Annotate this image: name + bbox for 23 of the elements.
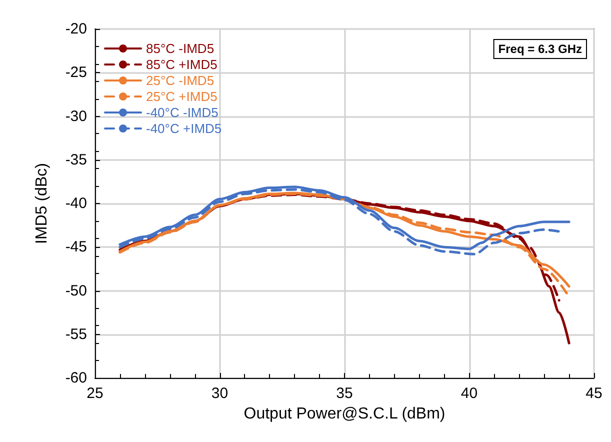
y-tick-label: -25 (65, 64, 87, 82)
x-tick-label: 45 (586, 385, 602, 402)
x-axis-title: Output Power@S.C.L (dBm) (244, 406, 446, 422)
y-tick-label: -30 (65, 108, 87, 125)
x-tick-label: 40 (460, 385, 478, 402)
annotation: Freq = 6.3 GHz (498, 42, 582, 56)
legend-label: 25°C +IMD5 (146, 89, 218, 104)
y-axis-title: IMD5 (dBc) (34, 163, 50, 244)
y-tick-label: -20 (65, 20, 87, 38)
legend-label: 85°C -IMD5 (146, 41, 214, 56)
y-tick-label: -45 (65, 238, 87, 256)
x-tick-label: 25 (86, 385, 104, 402)
y-tick-label: -35 (65, 151, 87, 168)
legend-label: 25°C -IMD5 (146, 73, 214, 88)
y-tick-label: -40 (65, 195, 87, 212)
y-tick-label: -60 (65, 370, 87, 386)
x-tick-label: 30 (211, 385, 228, 402)
y-tick-label: -55 (65, 326, 87, 343)
x-tick-label: 35 (336, 385, 353, 402)
legend-label: -40°C +IMD5 (146, 121, 222, 136)
legend-label: 85°C +IMD5 (146, 57, 218, 72)
legend-label: -40°C -IMD5 (146, 105, 218, 120)
y-tick-label: -50 (65, 282, 87, 300)
